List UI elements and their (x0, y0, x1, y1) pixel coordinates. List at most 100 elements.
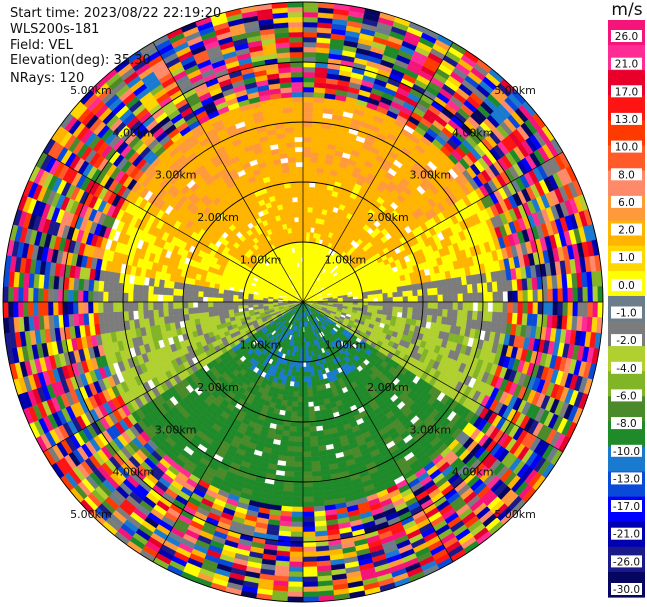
velocity-gate (312, 107, 324, 114)
velocity-gate (313, 102, 325, 109)
velocity-gate (309, 431, 318, 437)
velocity-gate (302, 211, 308, 218)
velocity-gate (312, 112, 324, 119)
velocity-gate (512, 301, 519, 314)
velocity-gate (302, 6, 319, 13)
velocity-gate (507, 301, 514, 314)
velocity-gate (307, 396, 314, 403)
velocity-gate (302, 16, 319, 23)
velocity-gate (287, 390, 294, 397)
velocity-gate (582, 301, 589, 318)
velocity-gate (482, 301, 489, 312)
velocity-gate (587, 286, 594, 303)
velocity-gate (306, 226, 311, 233)
velocity-gate (302, 1, 319, 8)
velocity-gate (302, 366, 307, 373)
velocity-gate (312, 207, 319, 214)
velocity-gate (293, 471, 304, 478)
velocity-gate (352, 301, 359, 306)
velocity-gate (522, 301, 529, 314)
velocity-gate (294, 451, 304, 458)
velocity-gate (296, 411, 304, 418)
velocity-gate (377, 301, 384, 307)
velocity-gate (377, 297, 384, 303)
velocity-gate (381, 288, 388, 294)
velocity-gate (314, 187, 322, 194)
velocity-gate (302, 486, 314, 493)
velocity-gate (302, 551, 317, 558)
velocity-gate (302, 126, 313, 133)
velocity-gate (291, 506, 304, 513)
velocity-gate (401, 312, 408, 319)
velocity-gate (412, 301, 419, 309)
velocity-gate (309, 172, 317, 178)
velocity-gate (305, 356, 310, 363)
velocity-gate (412, 289, 418, 297)
velocity-gate (310, 157, 319, 163)
velocity-gate (437, 308, 443, 317)
velocity-gate (507, 290, 514, 303)
velocity-gate (310, 152, 319, 158)
velocity-gate (362, 295, 369, 300)
velocity-gate (313, 197, 320, 204)
velocity-gate (172, 335, 180, 344)
velocity-gate (288, 561, 304, 568)
velocity-gate (491, 311, 498, 323)
velocity-gate (302, 591, 319, 598)
velocity-gate (294, 376, 300, 383)
velocity-gate (302, 251, 306, 258)
velocity-gate (302, 536, 316, 543)
velocity-gate (307, 211, 313, 218)
velocity-gate (447, 309, 453, 318)
velocity-gate (310, 142, 320, 148)
velocity-gate (597, 286, 604, 303)
velocity-gate (302, 341, 306, 348)
velocity-gate (302, 26, 318, 33)
velocity-gate (286, 400, 293, 407)
velocity-gate (306, 231, 311, 238)
velocity-gate (292, 496, 304, 503)
velocity-gate (309, 436, 318, 442)
velocity-gate (562, 287, 569, 303)
velocity-gate (427, 288, 433, 296)
velocity-gate (302, 36, 318, 43)
velocity-gate (302, 176, 310, 183)
velocity-gate (313, 192, 321, 199)
velocity-gate (302, 56, 316, 63)
velocity-gate (347, 296, 354, 300)
velocity-gate (306, 371, 311, 378)
velocity-gate (471, 283, 478, 294)
velocity-gate (302, 121, 313, 128)
velocity-gate (313, 400, 320, 407)
velocity-gate (300, 346, 304, 353)
velocity-gate (307, 381, 313, 388)
velocity-gate (294, 446, 304, 453)
velocity-gate (298, 371, 304, 378)
velocity-gate (313, 500, 325, 507)
velocity-gate (302, 231, 307, 238)
velocity-gate (302, 151, 312, 158)
velocity-gate (307, 386, 313, 393)
velocity-gate (302, 191, 309, 198)
velocity-gate (162, 338, 171, 347)
velocity-gate (312, 490, 324, 497)
velocity-gate (501, 312, 508, 324)
velocity-gate (288, 431, 297, 437)
velocity-gate (302, 161, 311, 168)
velocity-gate (392, 296, 399, 303)
velocity-gate (302, 441, 311, 448)
velocity-gate (302, 491, 314, 498)
velocity-gate (552, 288, 559, 303)
velocity-gate (295, 436, 304, 443)
velocity-gate (466, 284, 473, 294)
velocity-gate (302, 501, 314, 508)
velocity-gate (302, 416, 310, 423)
velocity-gate (392, 306, 399, 313)
velocity-gate (289, 551, 304, 558)
velocity-gate (310, 370, 315, 377)
velocity-gate (277, 454, 287, 462)
velocity-gate (407, 296, 414, 303)
velocity-gate (367, 301, 374, 306)
velocity-gate (302, 581, 319, 588)
velocity-gate (302, 471, 313, 478)
